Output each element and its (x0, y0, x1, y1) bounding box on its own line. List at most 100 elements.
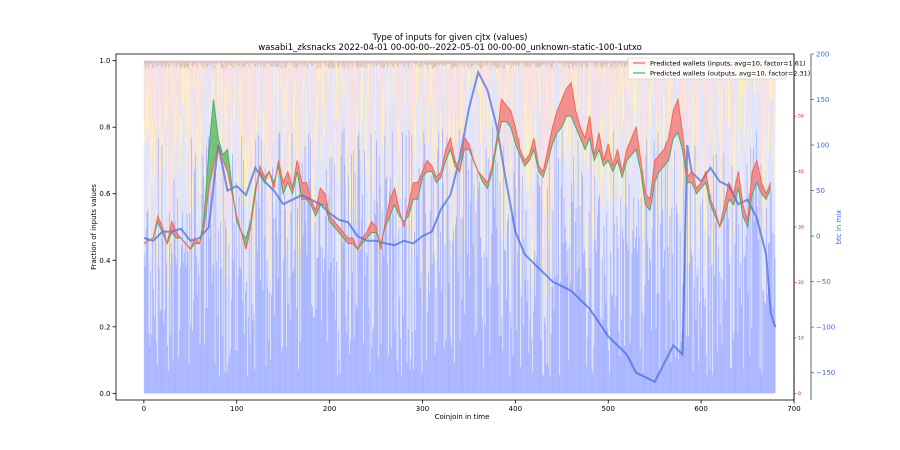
bar-segment (528, 66, 530, 132)
bar-segment (299, 60, 301, 68)
bar-segment (484, 66, 486, 182)
bar-segment (741, 95, 743, 199)
bar-segment (599, 201, 601, 319)
y3-tick-label: 10 (798, 335, 804, 341)
bar-segment (245, 60, 247, 66)
bar-segment (171, 182, 173, 254)
bar-segment (545, 66, 547, 137)
bar-segment (148, 262, 150, 333)
bar-segment (177, 78, 179, 198)
bar-segment (257, 250, 259, 394)
bar-segment (411, 134, 413, 394)
bar-segment (299, 67, 301, 192)
bar-segment (455, 60, 456, 67)
bar-segment (253, 65, 255, 185)
bar-segment (255, 139, 257, 394)
bar-segment (146, 60, 148, 64)
bar-segment (762, 151, 764, 209)
bar-segment (714, 187, 716, 277)
y-tick-label: 0.8 (99, 124, 110, 132)
bar-segment (296, 105, 298, 165)
bar-segment (375, 60, 377, 66)
bar-segment (767, 67, 768, 135)
bar-segment (175, 156, 177, 258)
bar-segment (163, 223, 165, 324)
bar-segment (453, 60, 455, 68)
bar-segment (294, 67, 296, 79)
bar-segment (768, 242, 770, 394)
bar-segment (488, 62, 490, 159)
bar-segment (401, 374, 403, 394)
bar-segment (556, 130, 558, 394)
bar-segment (586, 337, 588, 394)
bar-segment (442, 60, 444, 66)
bar-segment (247, 60, 249, 68)
bar-segment (189, 132, 191, 213)
bar-segment (629, 342, 631, 394)
bar-segment (459, 63, 461, 208)
bar-segment (508, 60, 510, 65)
bar-segment (711, 265, 713, 394)
x-tick-label: 200 (323, 405, 336, 413)
bar-segment (288, 62, 290, 133)
bar-segment (415, 60, 417, 65)
bar-segment (700, 204, 702, 394)
bar-segment (456, 67, 458, 167)
bar-segment (499, 182, 501, 394)
bar-segment (544, 63, 546, 191)
bar-segment (500, 335, 502, 394)
bar-segment (625, 86, 627, 207)
bar-segment (412, 250, 414, 332)
bar-segment (386, 65, 388, 178)
bar-segment (221, 195, 223, 269)
y3-tick-label: 30 (798, 225, 804, 231)
bar-segment (436, 341, 438, 394)
bar-segment (639, 65, 641, 154)
bar-segment (663, 98, 665, 149)
bar-segment (365, 63, 367, 99)
bar-segment (240, 60, 242, 63)
bar-segment (187, 60, 189, 68)
bar-segment (568, 60, 570, 69)
bar-segment (238, 84, 240, 103)
bar-segment (629, 66, 631, 214)
bar-segment (353, 197, 355, 222)
bar-segment (420, 151, 422, 176)
bar-segment (572, 68, 573, 90)
bar-segment (400, 199, 402, 339)
bar-segment (611, 60, 612, 67)
bar-segment (343, 129, 345, 394)
bar-segment (388, 60, 390, 67)
bar-segment (588, 130, 590, 211)
bar-segment (715, 222, 716, 394)
bar-segment (336, 262, 338, 394)
bar-segment (530, 60, 532, 67)
bar-segment (169, 264, 171, 335)
bar-segment (384, 135, 386, 394)
wallet-fill-segment (445, 138, 451, 161)
bar-segment (599, 318, 601, 394)
bar-segment (228, 244, 230, 394)
bar-segment (487, 88, 489, 158)
bar-segment (742, 249, 744, 370)
bar-segment (647, 107, 649, 242)
bar-segment (480, 142, 482, 238)
bar-segment (584, 60, 586, 64)
bar-segment (595, 67, 597, 136)
bar-segment (686, 264, 688, 336)
bar-segment (450, 219, 452, 258)
bar-segment (306, 68, 308, 107)
bar-segment (298, 60, 300, 64)
bar-segment (191, 64, 193, 138)
bar-segment (292, 196, 294, 273)
bar-segment (721, 63, 723, 192)
bar-segment (725, 230, 727, 301)
bar-segment (419, 287, 421, 394)
bar-segment (726, 118, 728, 204)
bar-segment (583, 254, 585, 394)
bar-segment (155, 226, 156, 394)
bar-segment (315, 308, 317, 394)
bar-segment (774, 67, 776, 147)
bar-segment (666, 158, 668, 394)
bar-segment (187, 147, 189, 252)
